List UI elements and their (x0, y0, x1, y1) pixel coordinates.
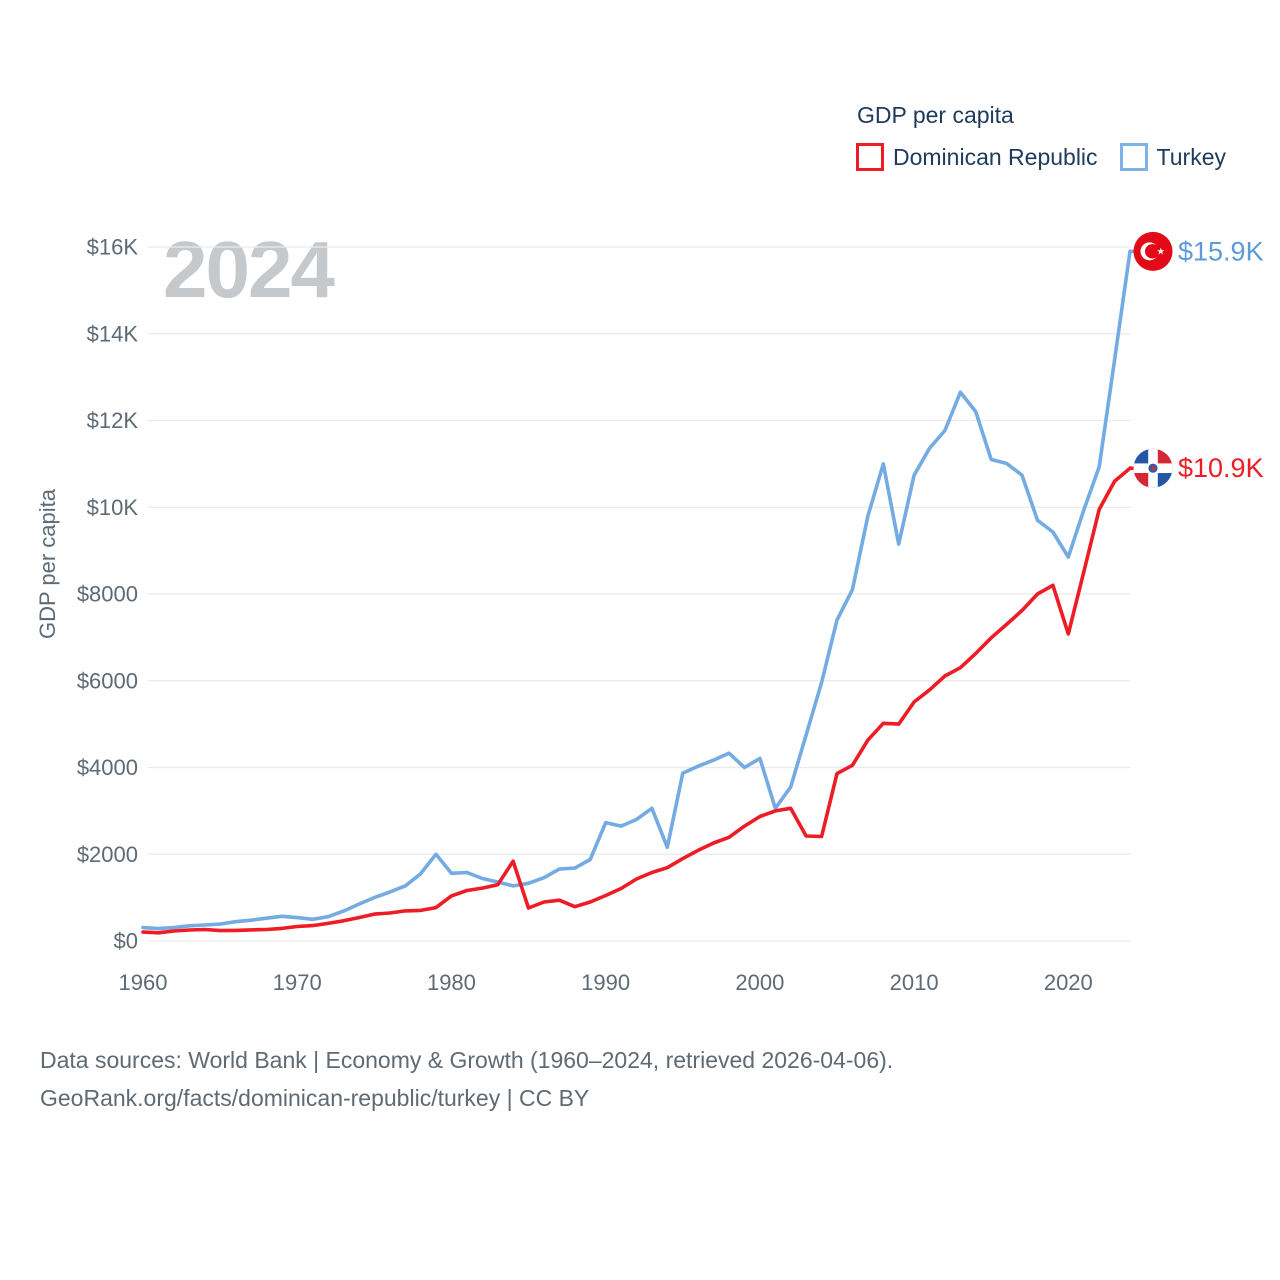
legend-label-turkey: Turkey (1156, 143, 1226, 170)
plot-area: $0 $2000 $4000 $6000 $8000 $10K $12K $14K $16K 1… (77, 231, 1264, 995)
year-watermark: 2024 (163, 225, 335, 314)
data-sources-text: Data sources: World Bank | Economy & Gro… (40, 1047, 894, 1073)
end-connectors (1130, 249, 1140, 471)
series-line-dominican-republic[interactable] (141, 466, 1132, 935)
y-tick-label: $16K (87, 235, 139, 260)
chart-title: GDP per capita (857, 102, 1014, 128)
turkey-flag-icon: ★ (1133, 231, 1173, 271)
x-tick-label: 1960 (119, 970, 168, 995)
y-tick-label: $14K (87, 321, 139, 346)
x-tick-label: 1980 (427, 970, 476, 995)
svg-text:★: ★ (1157, 247, 1166, 258)
y-tick-label: $6000 (77, 668, 138, 693)
legend-item-dominican-republic[interactable]: Dominican Republic (856, 143, 1098, 171)
series-line-turkey[interactable] (141, 249, 1132, 931)
y-tick-label: $8000 (77, 582, 138, 607)
dominican-republic-end-value-label: $10.9K (1178, 453, 1264, 483)
attribution-text: GeoRank.org/facts/dominican-republic/tur… (40, 1085, 590, 1111)
y-tick-label: $4000 (77, 755, 138, 780)
x-tick-label: 2000 (735, 970, 784, 995)
x-tick-label: 2020 (1044, 970, 1093, 995)
x-tick-label: 1970 (273, 970, 322, 995)
x-tick-label: 1990 (581, 970, 630, 995)
gridlines (148, 246, 1130, 942)
y-tick-label: $12K (87, 408, 139, 433)
legend-label-dominican-republic: Dominican Republic (893, 143, 1098, 170)
y-tick-label: $10K (87, 495, 139, 520)
chart-legend: Dominican Republic Turkey (856, 143, 1226, 171)
dominican-republic-flag-icon (1133, 448, 1173, 488)
y-tick-label: $0 (114, 929, 138, 954)
dominican-republic-swatch-icon (856, 143, 884, 171)
x-tick-label: 2010 (890, 970, 939, 995)
turkey-swatch-icon (1119, 143, 1148, 171)
y-tick-label: $2000 (77, 842, 138, 867)
legend-item-turkey[interactable]: Turkey (1119, 143, 1226, 171)
turkey-end-value-label: $15.9K (1178, 236, 1264, 266)
y-axis-tick-labels: $0 $2000 $4000 $6000 $8000 $10K $12K $14K $16K (77, 235, 139, 954)
x-axis-tick-labels: 1960 1970 1980 1990 2000 2010 2020 (119, 970, 1093, 995)
